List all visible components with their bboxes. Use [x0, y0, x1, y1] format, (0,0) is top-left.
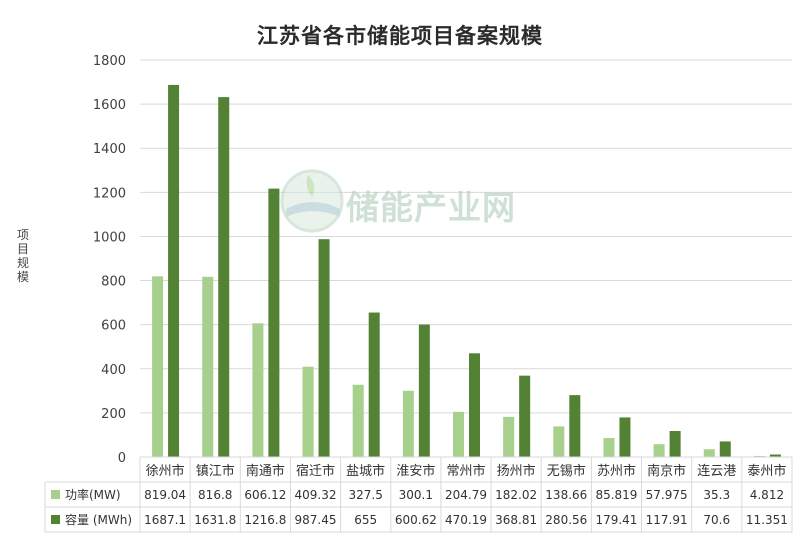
- bar-power: [202, 276, 214, 457]
- data-label: 300.1: [399, 488, 433, 502]
- bar-power: [152, 276, 164, 457]
- y-tick-label: 1200: [93, 186, 126, 201]
- x-category-label: 淮安市: [396, 463, 435, 479]
- x-category-label: 宿迁市: [296, 463, 335, 479]
- x-category-label: 徐州市: [146, 463, 185, 479]
- bar-power: [753, 455, 765, 457]
- data-label: 85.819: [595, 488, 637, 502]
- bar-capacity: [368, 312, 380, 457]
- bar-power: [553, 426, 565, 457]
- x-category-label: 连云港: [697, 463, 736, 479]
- bar-capacity: [669, 430, 681, 457]
- bar-power: [503, 416, 515, 457]
- bar-capacity: [268, 188, 280, 458]
- data-label: 70.6: [703, 513, 730, 527]
- legend-label: 功率(MW): [65, 487, 121, 502]
- y-tick-label: 1800: [93, 54, 126, 69]
- bar-capacity: [519, 375, 531, 457]
- bar-capacity: [769, 454, 781, 457]
- bar-capacity: [418, 324, 430, 457]
- data-label: 57.975: [646, 488, 688, 502]
- x-category-label: 常州市: [446, 463, 485, 479]
- data-label: 327.5: [349, 488, 383, 502]
- watermark-text: 储能产业网: [346, 188, 516, 227]
- bar-capacity: [168, 84, 180, 457]
- data-label: 606.12: [244, 488, 286, 502]
- bar-power: [453, 411, 464, 457]
- x-category-label: 苏州市: [597, 463, 636, 479]
- x-category-label: 南京市: [647, 463, 686, 479]
- bar-power: [603, 438, 615, 457]
- bar-capacity: [569, 395, 581, 457]
- bar-capacity: [318, 239, 330, 457]
- data-label: 1687.1: [144, 513, 186, 527]
- y-axis-label: 项目规模: [16, 228, 29, 284]
- y-tick-label: 200: [101, 407, 126, 422]
- y-tick-label: 0: [118, 451, 126, 466]
- data-label: 280.56: [545, 513, 587, 527]
- bar-capacity: [619, 417, 631, 457]
- y-tick-label: 1000: [93, 230, 126, 245]
- bar-capacity: [719, 441, 731, 457]
- x-category-label: 无锡市: [547, 463, 586, 479]
- legend-label: 容量 (MWh): [65, 512, 132, 527]
- y-tick-label: 1400: [93, 142, 126, 157]
- data-label: 409.32: [295, 488, 337, 502]
- watermark: 储能产业网: [278, 165, 548, 235]
- bar-power: [302, 366, 314, 457]
- y-tick-label: 1600: [93, 98, 126, 113]
- x-category-label: 南通市: [246, 463, 285, 479]
- data-label: 117.91: [646, 513, 688, 527]
- legend-swatch: [51, 490, 60, 499]
- data-label: 600.62: [395, 513, 437, 527]
- data-label: 1216.8: [244, 513, 286, 527]
- data-label: 35.3: [703, 488, 730, 502]
- watermark-logo-icon: [280, 169, 344, 233]
- bar-power: [252, 323, 264, 457]
- data-label: 4.812: [750, 488, 784, 502]
- chart-title: 江苏省各市储能项目备案规模: [257, 24, 543, 48]
- data-label: 182.02: [495, 488, 537, 502]
- x-category-label: 扬州市: [497, 463, 536, 479]
- data-label: 11.351: [746, 513, 788, 527]
- bar-capacity: [218, 97, 230, 457]
- data-label: 179.41: [595, 513, 637, 527]
- y-tick-label: 400: [101, 363, 126, 378]
- bar-power: [653, 444, 665, 457]
- bar-power: [703, 449, 715, 457]
- y-tick-label: 600: [101, 319, 126, 334]
- data-label: 816.8: [198, 488, 232, 502]
- data-label: 819.04: [144, 488, 186, 502]
- data-label: 987.45: [295, 513, 337, 527]
- legend-swatch: [51, 515, 60, 524]
- data-label: 204.79: [445, 488, 487, 502]
- x-category-label: 盐城市: [346, 463, 385, 479]
- data-label: 470.19: [445, 513, 487, 527]
- data-label: 655: [354, 513, 377, 527]
- data-label: 1631.8: [194, 513, 236, 527]
- bar-capacity: [469, 353, 480, 457]
- x-category-label: 镇江市: [196, 463, 235, 479]
- bar-power: [402, 390, 414, 457]
- data-label: 368.81: [495, 513, 537, 527]
- y-tick-label: 800: [101, 275, 126, 290]
- data-label: 138.66: [545, 488, 587, 502]
- x-category-label: 泰州市: [747, 463, 786, 479]
- bar-power: [352, 384, 364, 457]
